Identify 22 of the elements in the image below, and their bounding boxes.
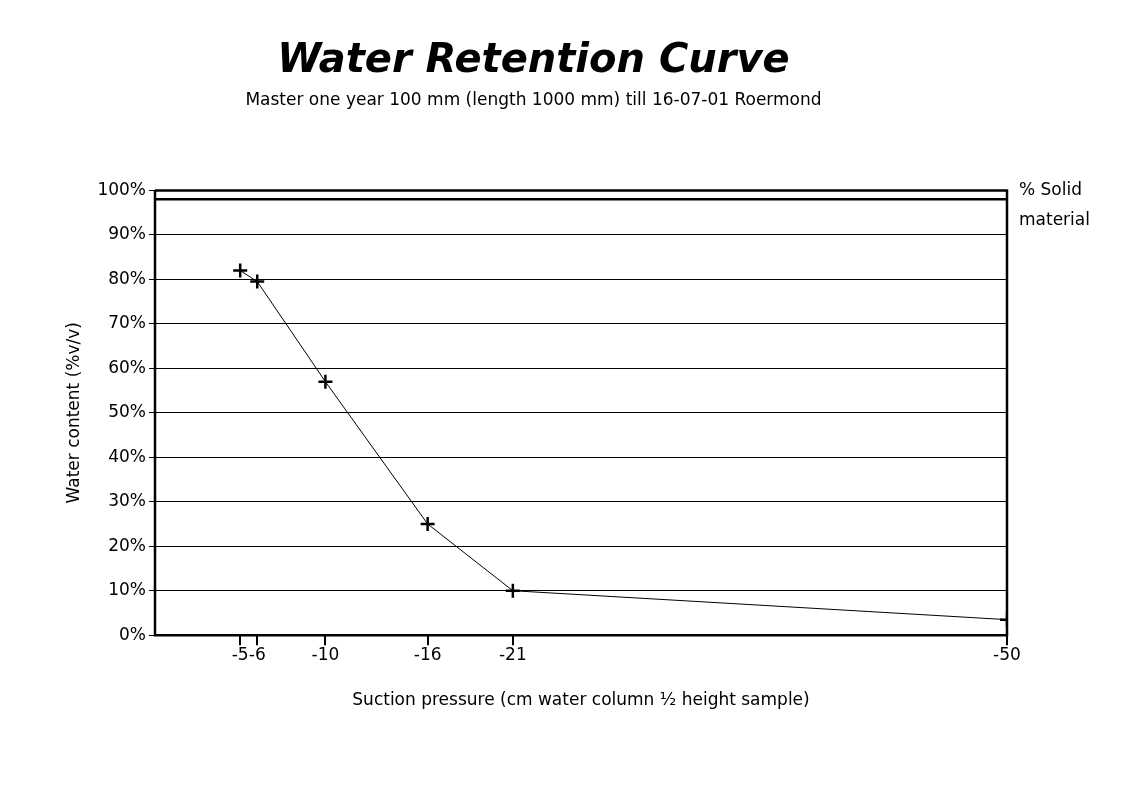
- y-tick-label: 60%: [108, 356, 146, 377]
- x-tick-label: -6: [248, 643, 266, 664]
- y-tick-label: 20%: [108, 534, 146, 555]
- y-tick-label: 90%: [108, 223, 146, 244]
- chart-title: Water Retention Curve: [277, 35, 790, 82]
- ref-line-label: % Solid material: [1019, 178, 1090, 229]
- y-tick-label: 70%: [108, 312, 146, 333]
- y-tick-label: 40%: [108, 445, 146, 466]
- x-tick-label: -5: [231, 643, 249, 664]
- x-tick-label: -21: [498, 643, 527, 664]
- y-tick-label: 80%: [108, 267, 146, 288]
- x-tick-label: -10: [311, 643, 340, 664]
- y-tick-label: 30%: [108, 490, 146, 511]
- y-axis-title: Water content (%v/v): [62, 322, 83, 504]
- y-tick-label: 0%: [119, 623, 146, 644]
- y-tick-label: 10%: [108, 579, 146, 600]
- chart-subtitle: Master one year 100 mm (length 1000 mm) till 16-07-01 Roermond: [245, 88, 822, 109]
- x-tick-label: -16: [413, 643, 442, 664]
- y-tick-label: 50%: [108, 401, 146, 422]
- x-tick-label: -50: [993, 643, 1021, 664]
- x-axis-title: Suction pressure (cm water column ½ height sample): [352, 689, 810, 710]
- y-tick-label: 100%: [97, 178, 146, 199]
